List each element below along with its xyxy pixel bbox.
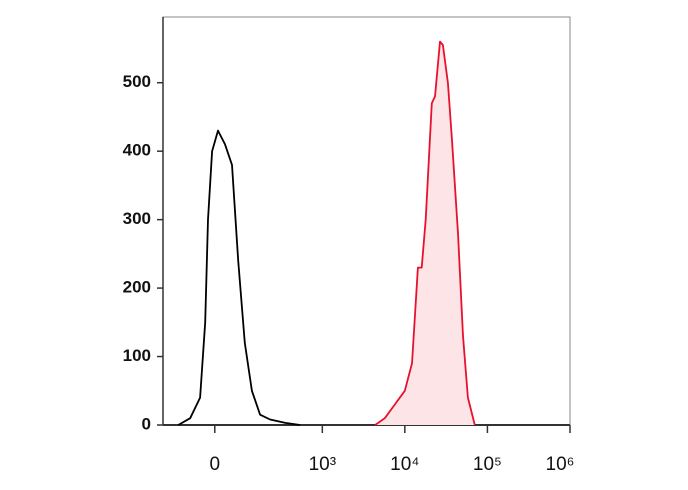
line bbox=[177, 129, 301, 426]
x-tick-label: 10³ bbox=[309, 454, 336, 475]
y-tick-label: 200 bbox=[123, 278, 151, 297]
x-tick-label: 10⁴ bbox=[390, 454, 419, 475]
y-tick-label: 100 bbox=[123, 346, 151, 365]
x-tick-label: 10⁵ bbox=[473, 454, 502, 475]
y-tick-label: 0 bbox=[142, 414, 151, 433]
x-tick-label: 0 bbox=[209, 454, 220, 475]
y-tick-label: 300 bbox=[123, 209, 151, 228]
line bbox=[374, 40, 476, 426]
x-tick-label: 10⁶ bbox=[546, 454, 575, 475]
y-tick-label: 500 bbox=[123, 72, 151, 91]
plot-frame bbox=[162, 16, 571, 426]
y-tick-label: 400 bbox=[123, 141, 151, 160]
